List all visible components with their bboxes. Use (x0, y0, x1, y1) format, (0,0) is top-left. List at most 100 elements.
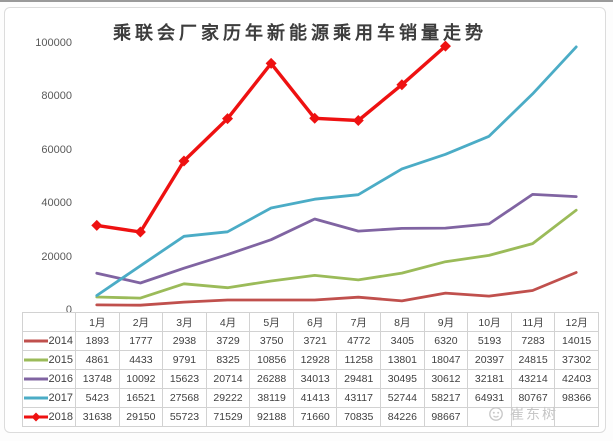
value-cell: 20397 (467, 350, 512, 370)
value-cell: 64931 (467, 388, 512, 408)
legend-cell-2018: 2018 (22, 407, 76, 427)
value-cell: 10092 (118, 369, 164, 389)
value-cell: 7283 (510, 331, 556, 351)
value-cell: 1893 (75, 331, 120, 351)
value-cell: 29150 (118, 407, 164, 427)
series-swatch-icon (24, 412, 48, 422)
value-cell: 2938 (162, 331, 207, 351)
value-cell: 12928 (292, 350, 338, 370)
month-header-cell: 3月 (162, 312, 207, 332)
month-header-cell: 9月 (423, 312, 469, 332)
month-header-cell: 8月 (380, 312, 425, 332)
legend-cell-2014: 2014 (22, 331, 76, 351)
value-cell: 14015 (554, 331, 599, 351)
month-header-cell: 11月 (510, 312, 556, 332)
month-header-cell: 1月 (75, 312, 120, 332)
value-cell: 3750 (249, 331, 294, 351)
value-cell: 98667 (423, 407, 469, 427)
value-cell: 92188 (249, 407, 294, 427)
value-cell: 20714 (205, 369, 251, 389)
value-cell (467, 407, 512, 427)
value-cell (554, 407, 599, 427)
series-swatch-icon (24, 339, 48, 343)
month-header-cell: 6月 (292, 312, 338, 332)
value-cell: 71660 (292, 407, 338, 427)
watermark: 崔东树 (487, 404, 558, 424)
value-cell: 1777 (118, 331, 164, 351)
value-cell: 38119 (249, 388, 294, 408)
chart-data-table: 1月 2月 3月 4月 5月 6月 7月 8月 9月 10月 11月 12月 2014 1893 1777… (22, 312, 599, 427)
value-cell: 29222 (205, 388, 251, 408)
y-axis-tick-label: 40000 (41, 197, 72, 209)
value-cell: 5423 (75, 388, 120, 408)
month-header-cell: 10月 (467, 312, 512, 332)
y-axis-tick-label: 60000 (41, 143, 72, 156)
value-cell: 70835 (336, 407, 382, 427)
value-cell: 13801 (380, 350, 425, 370)
month-header-cell: 2月 (118, 312, 164, 332)
series-year-label: 2014 (48, 335, 73, 347)
legend-cell-2016: 2016 (22, 369, 76, 389)
smiley-face-icon (489, 407, 503, 421)
value-cell: 34013 (292, 369, 338, 389)
value-cell: 43214 (510, 369, 556, 389)
value-cell: 3721 (292, 331, 338, 351)
value-cell: 4861 (75, 350, 120, 370)
value-cell: 30612 (423, 369, 469, 389)
value-cell: 8325 (205, 350, 251, 370)
value-cell: 32181 (467, 369, 512, 389)
value-cell: 9791 (162, 350, 207, 370)
value-cell: 42403 (554, 369, 599, 389)
series-year-label: 2018 (48, 411, 73, 423)
value-cell: 4772 (336, 331, 382, 351)
value-cell: 15623 (162, 369, 207, 389)
month-header-cell: 4月 (205, 312, 251, 332)
value-cell: 55723 (162, 407, 207, 427)
y-axis-tick-label: 20000 (41, 250, 72, 263)
series-swatch-icon (24, 358, 48, 362)
value-cell: 43117 (336, 388, 382, 408)
watermark-text: 崔东树 (510, 406, 558, 422)
value-cell: 84226 (380, 407, 425, 427)
series-year-label: 2017 (48, 392, 73, 404)
value-cell: 30495 (380, 369, 425, 389)
value-cell: 71529 (205, 407, 251, 427)
value-cell: 11258 (336, 350, 382, 370)
legend-cell-2015: 2015 (22, 350, 76, 370)
table-row: 2015 4861 4433 9791 8325 10856 12928 11258 13801… (22, 350, 599, 370)
value-cell: 41413 (292, 388, 338, 408)
value-cell: 3405 (380, 331, 425, 351)
month-header-cell: 5月 (249, 312, 294, 332)
value-cell: 52744 (380, 388, 425, 408)
table-row: 2014 1893 1777 2938 3729 3750 3721 4772 3405 6320… (22, 331, 599, 351)
table-header-row: 1月 2月 3月 4月 5月 6月 7月 8月 9月 10月 11月 12月 (22, 312, 599, 332)
y-axis-tick-label: 0 (65, 304, 72, 316)
series-year-label: 2016 (48, 373, 73, 385)
value-cell: 24815 (510, 350, 556, 370)
month-header-cell: 12月 (554, 312, 599, 332)
series-swatch-icon (24, 377, 48, 381)
table-row: 2018 31638 29150 55723 71529 92188 71660 70835 8… (22, 407, 599, 427)
value-cell: 4433 (118, 350, 164, 370)
table-corner-cell (22, 312, 76, 332)
value-cell: 16521 (118, 388, 164, 408)
series-swatch-icon (24, 396, 48, 400)
table-row: 2017 5423 16521 27568 29222 38119 41413 43117 52… (22, 388, 599, 408)
table-row: 2016 13748 10092 15623 20714 26288 34013 29481 3… (22, 369, 599, 389)
value-cell: 31638 (75, 407, 120, 427)
value-cell: 13748 (75, 369, 120, 389)
chart-title: 乘联会厂家历年新能源乘用车销量走势 (113, 23, 487, 43)
legend-cell-2017: 2017 (22, 388, 76, 408)
value-cell: 58217 (423, 388, 469, 408)
value-cell: 18047 (423, 350, 469, 370)
value-cell: 26288 (249, 369, 294, 389)
value-cell: 10856 (249, 350, 294, 370)
month-header-cell: 7月 (336, 312, 382, 332)
value-cell: 6320 (423, 331, 469, 351)
page-top-edge (0, 0, 613, 2)
value-cell: 5193 (467, 331, 512, 351)
series-year-label: 2015 (48, 354, 73, 366)
value-cell: 3729 (205, 331, 251, 351)
value-cell: 29481 (336, 369, 382, 389)
